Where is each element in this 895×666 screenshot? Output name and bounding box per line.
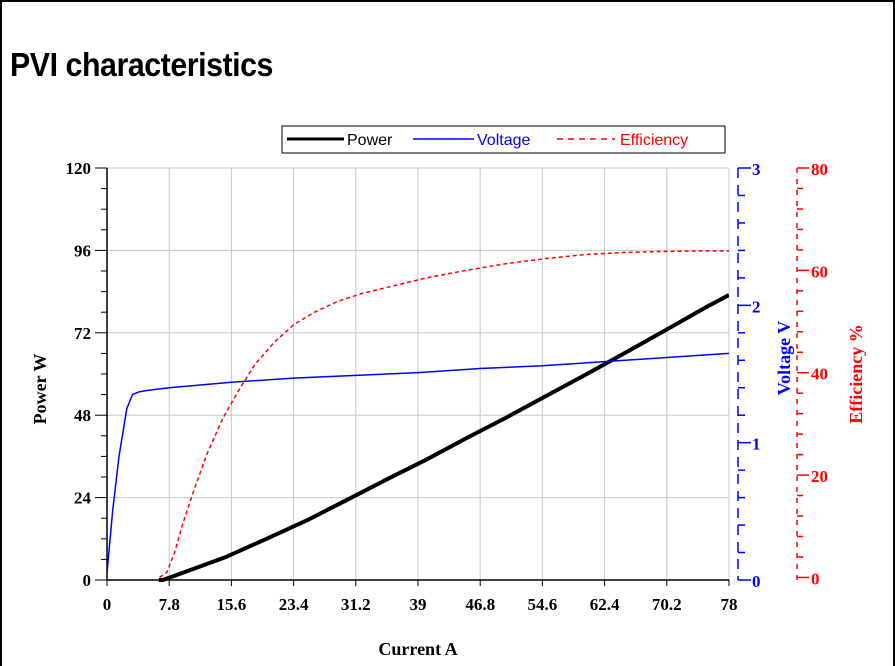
efficiency-tick-label: 40: [811, 365, 828, 384]
voltage-tick-label: 2: [752, 297, 761, 316]
voltage-tick-label: 1: [752, 435, 761, 454]
left-tick-label: 24: [74, 489, 92, 508]
efficiency-axis: 0 20 40 60 80 Efficiency %: [796, 160, 866, 588]
voltage-tick-label: 3: [752, 160, 761, 179]
efficiency-tick-label: 60: [811, 262, 828, 281]
bottom-tick-label: 78: [721, 595, 738, 614]
legend-label-efficiency: Efficiency: [620, 132, 688, 149]
legend-box: [281, 125, 726, 154]
bottom-tick-label: 0: [103, 595, 112, 614]
efficiency-axis-title: Efficiency %: [846, 324, 866, 423]
grid-lines: [106, 167, 730, 581]
voltage-axis-title: Voltage V: [774, 321, 794, 396]
bottom-tick-label: 23.4: [279, 595, 309, 614]
bottom-tick-label: 46.8: [465, 595, 495, 614]
bottom-axis: 0 7.8 15.6 23.4 31.2 39 46.8 54.6 62.4 70.2 78 Curr…: [103, 579, 738, 659]
series-line-power: [158, 293, 729, 582]
left-tick-label: 120: [66, 159, 92, 178]
bottom-tick-label: 54.6: [528, 595, 558, 614]
left-axis-title: Power W: [30, 354, 50, 425]
voltage-axis: 0 1 2 3 Voltage V: [737, 160, 794, 591]
left-axis: 0 24 48 72 96 120 Power W: [30, 159, 108, 590]
efficiency-tick-label: 80: [811, 160, 828, 179]
bottom-axis-title: Current A: [378, 639, 457, 659]
left-tick-label: 96: [74, 241, 91, 260]
series-group: [107, 250, 729, 582]
series-line-voltage: [107, 352, 729, 574]
bottom-tick-label: 39: [410, 595, 427, 614]
legend-label-voltage: Voltage: [477, 132, 530, 149]
efficiency-tick-label: 0: [811, 569, 820, 588]
legend: Power Voltage Efficiency: [281, 125, 726, 154]
bottom-tick-label: 7.8: [159, 595, 180, 614]
bottom-tick-label: 31.2: [341, 595, 371, 614]
page-title: PVI characteristics: [10, 46, 273, 83]
left-tick-label: 48: [74, 406, 91, 425]
bottom-tick-label: 62.4: [590, 595, 620, 614]
series-line-efficiency: [159, 250, 729, 579]
left-tick-label: 0: [83, 571, 92, 590]
voltage-tick-label: 0: [752, 572, 761, 591]
efficiency-tick-label: 20: [811, 467, 828, 486]
left-tick-label: 72: [74, 324, 91, 343]
bottom-tick-label: 70.2: [652, 595, 682, 614]
bottom-tick-label: 15.6: [217, 595, 247, 614]
legend-label-power: Power: [347, 132, 393, 149]
